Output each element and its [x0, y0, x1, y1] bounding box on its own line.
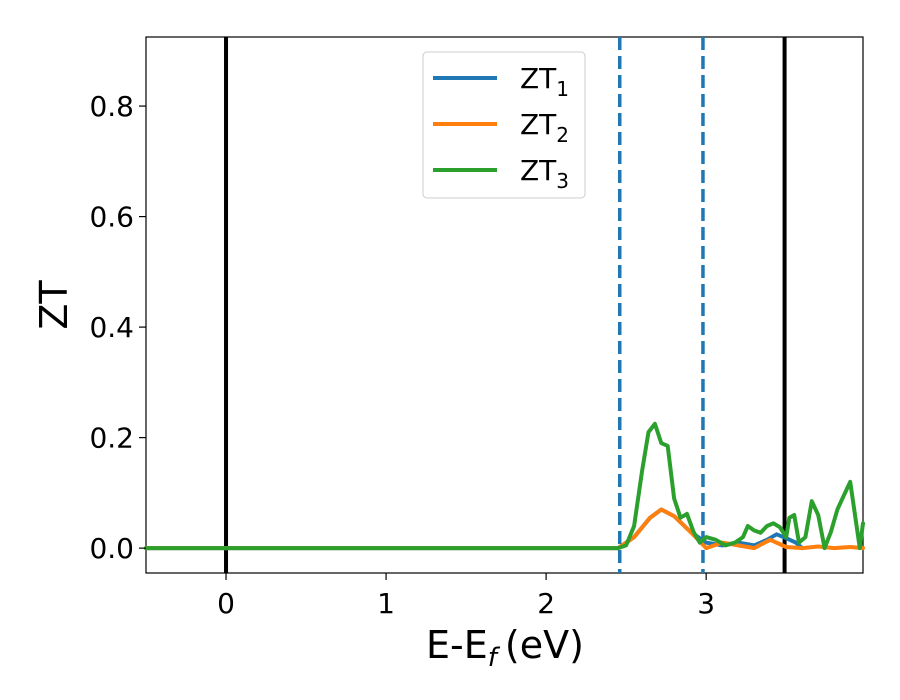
- x-tick-label: 0: [217, 587, 235, 620]
- x-axis-label-unit: (eV): [505, 623, 584, 667]
- series-line-3: [144, 421, 865, 551]
- legend-label-1: ZT1: [520, 62, 569, 101]
- series-layer: [144, 421, 865, 551]
- legend-label-3: ZT3: [520, 154, 569, 193]
- series-line-2: [144, 507, 865, 551]
- legend-label-2: ZT2: [520, 108, 569, 147]
- x-axis-label: E-Ef (eV): [426, 623, 584, 673]
- legend: ZT1 ZT2 ZT3: [422, 51, 586, 199]
- x-axis-label-sub: f: [488, 643, 501, 673]
- x-tick-label: 2: [537, 587, 555, 620]
- vertical-reference-lines: [224, 37, 787, 573]
- x-axis-label-main: E-E: [426, 623, 488, 667]
- y-tick-label: 0.4: [89, 311, 134, 344]
- x-tick-label: 3: [697, 587, 715, 620]
- y-axis-label: ZT: [32, 280, 76, 330]
- plot-frame: [145, 36, 864, 574]
- y-tick-label: 0.8: [89, 90, 134, 123]
- y-tick-label: 0.0: [89, 532, 134, 565]
- x-tick-label: 1: [377, 587, 395, 620]
- x-axis-ticks: 0 1 2 3: [217, 573, 715, 620]
- y-tick-label: 0.2: [89, 422, 134, 455]
- y-tick-label: 0.6: [89, 201, 134, 234]
- y-axis-ticks: 0.0 0.2 0.4 0.6 0.8: [89, 90, 146, 565]
- legend-box: [422, 51, 586, 199]
